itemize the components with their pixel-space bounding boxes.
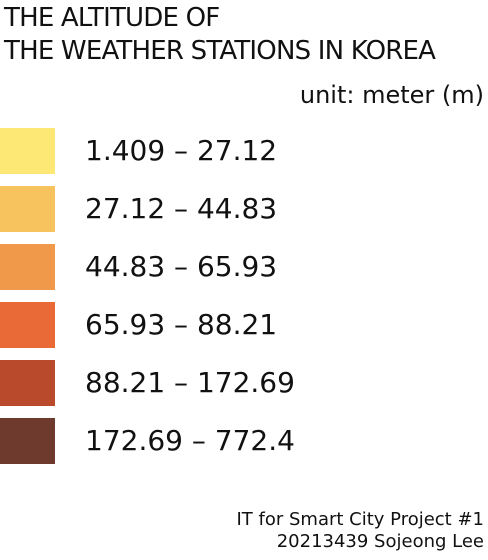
footer-author: 20213439 Sojeong Lee xyxy=(276,531,484,552)
legend-item: 88.21 – 172.69 xyxy=(0,360,488,406)
legend-range-label: 88.21 – 172.69 xyxy=(85,366,295,399)
legend-title-line-1: THE ALTITUDE OF xyxy=(4,3,220,33)
unit-label: unit: meter (m) xyxy=(299,81,484,109)
footer-project-name: IT for Smart City Project #1 xyxy=(236,509,484,530)
legend-item: 1.409 – 27.12 xyxy=(0,128,488,174)
legend-swatch xyxy=(0,302,55,348)
legend-range-label: 27.12 – 44.83 xyxy=(85,192,278,225)
legend-range-label: 1.409 – 27.12 xyxy=(85,134,278,167)
legend-swatch xyxy=(0,360,55,406)
legend-item: 44.83 – 65.93 xyxy=(0,244,488,290)
legend-swatch xyxy=(0,418,55,464)
legend-swatch xyxy=(0,186,55,232)
legend-swatch xyxy=(0,244,55,290)
legend-item: 65.93 – 88.21 xyxy=(0,302,488,348)
legend-title-line-2: THE WEATHER STATIONS IN KOREA xyxy=(4,36,436,66)
legend-title: THE ALTITUDE OF THE WEATHER STATIONS IN … xyxy=(4,2,436,68)
legend-range-label: 172.69 – 772.4 xyxy=(85,424,295,457)
footer-credit: IT for Smart City Project #1 20213439 So… xyxy=(236,509,484,553)
legend-range-label: 65.93 – 88.21 xyxy=(85,308,278,341)
legend-range-label: 44.83 – 65.93 xyxy=(85,250,278,283)
legend-item: 27.12 – 44.83 xyxy=(0,186,488,232)
legend-item: 172.69 – 772.4 xyxy=(0,418,488,464)
legend-swatch xyxy=(0,128,55,174)
